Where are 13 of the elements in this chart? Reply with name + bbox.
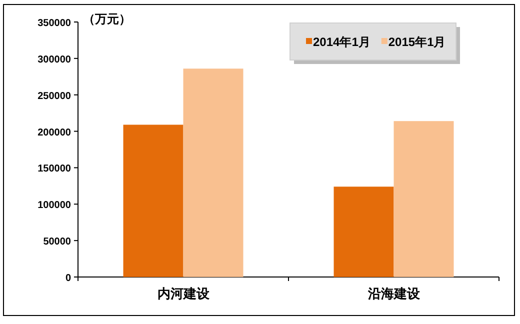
y-tick-label: 0 xyxy=(65,273,72,284)
y-tick-label: 50000 xyxy=(43,236,72,248)
y-tick-label: 250000 xyxy=(38,90,72,102)
legend-label: 2015年1月 xyxy=(388,35,446,49)
y-axis-title: （万元） xyxy=(83,12,131,26)
legend-label: 2014年1月 xyxy=(313,35,370,49)
y-tick-label: 350000 xyxy=(38,18,72,29)
x-tick-label: 沿海建设 xyxy=(366,286,421,301)
y-tick-label: 100000 xyxy=(38,200,72,212)
y-tick-label: 200000 xyxy=(38,127,72,138)
y-tick-label: 300000 xyxy=(38,54,72,66)
x-tick-label: 内河建设 xyxy=(157,286,210,301)
y-tick-label: 150000 xyxy=(38,164,72,175)
